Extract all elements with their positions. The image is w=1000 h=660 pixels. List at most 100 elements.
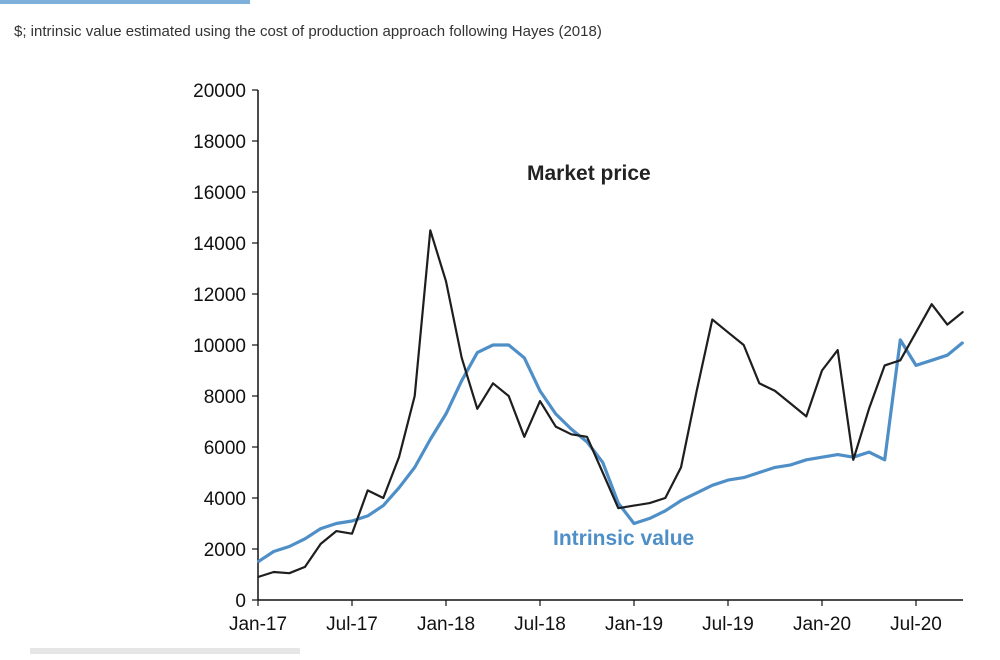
market-price-line bbox=[257, 229, 964, 579]
intrinsic-value-line bbox=[257, 338, 965, 564]
intrinsic-value-point bbox=[695, 492, 698, 494]
y-tick-label: 10000 bbox=[193, 336, 246, 357]
x-tick-label: Jul-18 bbox=[514, 614, 566, 635]
intrinsic-value-point bbox=[742, 476, 745, 479]
market-price-point bbox=[821, 369, 823, 372]
market-price-point bbox=[648, 502, 651, 504]
intrinsic-value-point bbox=[664, 510, 667, 512]
intrinsic-value-point bbox=[758, 471, 761, 474]
market-price-point bbox=[272, 571, 275, 573]
market-price-point bbox=[633, 504, 635, 507]
intrinsic-value-point bbox=[868, 451, 870, 453]
market-price-point bbox=[539, 400, 541, 402]
x-tick-label: Jan-19 bbox=[605, 614, 663, 635]
market-price-point bbox=[695, 390, 698, 392]
market-price-point bbox=[915, 331, 917, 334]
intrinsic-value-point bbox=[789, 464, 792, 466]
intrinsic-value-point bbox=[460, 379, 463, 382]
market-price-point bbox=[711, 318, 714, 321]
intrinsic-value-point bbox=[304, 538, 306, 540]
intrinsic-value-point bbox=[899, 339, 902, 341]
market-price-point bbox=[366, 489, 369, 492]
market-price-point bbox=[774, 390, 776, 392]
market-price-point bbox=[852, 459, 855, 461]
market-price-point bbox=[429, 229, 432, 232]
y-tick-label: 12000 bbox=[193, 285, 246, 306]
intrinsic-value-point bbox=[836, 453, 839, 456]
y-tick-label: 20000 bbox=[193, 81, 246, 102]
y-tick-label: 18000 bbox=[193, 132, 246, 153]
x-tick-label: Jan-18 bbox=[417, 614, 475, 635]
intrinsic-value-point bbox=[680, 499, 682, 502]
market-price-point bbox=[554, 425, 557, 428]
intrinsic-value-point bbox=[523, 357, 526, 359]
market-price-point bbox=[257, 576, 259, 578]
intrinsic-value-point bbox=[727, 479, 729, 481]
chart-subtitle: $; intrinsic value estimated using the c… bbox=[14, 23, 602, 40]
intrinsic-value-point bbox=[946, 354, 949, 357]
intrinsic-value-point bbox=[351, 520, 353, 522]
intrinsic-value-point bbox=[398, 487, 400, 489]
market-price-point bbox=[617, 507, 620, 510]
x-tick-label: Jul-20 bbox=[890, 614, 942, 635]
annotations: Market price Intrinsic value bbox=[527, 162, 694, 550]
intrinsic-value-point bbox=[539, 390, 541, 392]
market-price-point bbox=[586, 436, 588, 438]
market-price-point bbox=[758, 382, 761, 385]
intrinsic-value-point bbox=[962, 341, 964, 344]
intrinsic-value-point bbox=[429, 438, 432, 441]
intrinsic-value-point bbox=[774, 466, 776, 469]
market-price-point bbox=[570, 433, 573, 436]
market-price-point bbox=[460, 357, 463, 359]
x-tick-label: Jan-20 bbox=[793, 614, 851, 635]
market-price-point bbox=[962, 311, 964, 313]
intrinsic-value-point bbox=[586, 441, 588, 443]
market-price-point bbox=[304, 566, 306, 568]
intrinsic-value-point bbox=[382, 504, 385, 507]
intrinsic-value-point bbox=[601, 461, 604, 464]
intrinsic-value-point bbox=[445, 413, 447, 415]
market-price-point bbox=[789, 402, 792, 405]
source-footnote bbox=[30, 648, 300, 654]
intrinsic-value-point bbox=[554, 413, 557, 415]
intrinsic-value-point bbox=[617, 502, 620, 504]
market-price-annotation: Market price bbox=[527, 162, 651, 185]
intrinsic-value-point bbox=[711, 484, 714, 487]
market-price-point bbox=[523, 436, 526, 438]
y-tick-label: 8000 bbox=[204, 387, 246, 408]
market-price-point bbox=[398, 456, 400, 459]
intrinsic-value-point bbox=[319, 527, 322, 530]
intrinsic-value-point bbox=[507, 344, 510, 346]
intrinsic-value-point bbox=[648, 517, 651, 520]
market-price-point bbox=[899, 359, 902, 362]
market-price-point bbox=[335, 530, 338, 532]
market-price-point bbox=[319, 543, 322, 545]
x-tick-label: Jul-17 bbox=[326, 614, 378, 635]
market-price-point bbox=[680, 466, 682, 469]
market-price-point bbox=[836, 349, 839, 351]
y-axis: 0 2000 4000 6000 8000 10000 12000 14000 16000 180… bbox=[193, 81, 259, 612]
header-accent-bar bbox=[0, 0, 250, 4]
y-tick-label: 14000 bbox=[193, 234, 246, 255]
intrinsic-value-point bbox=[257, 561, 259, 563]
market-price-point bbox=[601, 471, 604, 474]
intrinsic-value-point bbox=[915, 364, 917, 367]
market-price-point bbox=[946, 323, 949, 326]
market-price-point bbox=[382, 497, 385, 499]
market-price-point bbox=[930, 303, 933, 306]
market-price-point bbox=[445, 280, 447, 283]
intrinsic-value-point bbox=[366, 515, 369, 517]
market-price-point bbox=[492, 382, 494, 385]
y-tick-label: 6000 bbox=[204, 438, 246, 459]
intrinsic-value-point bbox=[633, 522, 635, 525]
x-tick-label: Jan-17 bbox=[229, 614, 287, 635]
market-price-point bbox=[883, 364, 886, 367]
market-price-point bbox=[868, 408, 870, 410]
y-tick-label: 2000 bbox=[204, 540, 246, 561]
intrinsic-value-point bbox=[883, 459, 886, 461]
intrinsic-value-point bbox=[805, 459, 808, 461]
market-price-point bbox=[507, 395, 510, 397]
y-tick-label: 0 bbox=[235, 591, 246, 612]
market-price-point bbox=[351, 532, 353, 535]
